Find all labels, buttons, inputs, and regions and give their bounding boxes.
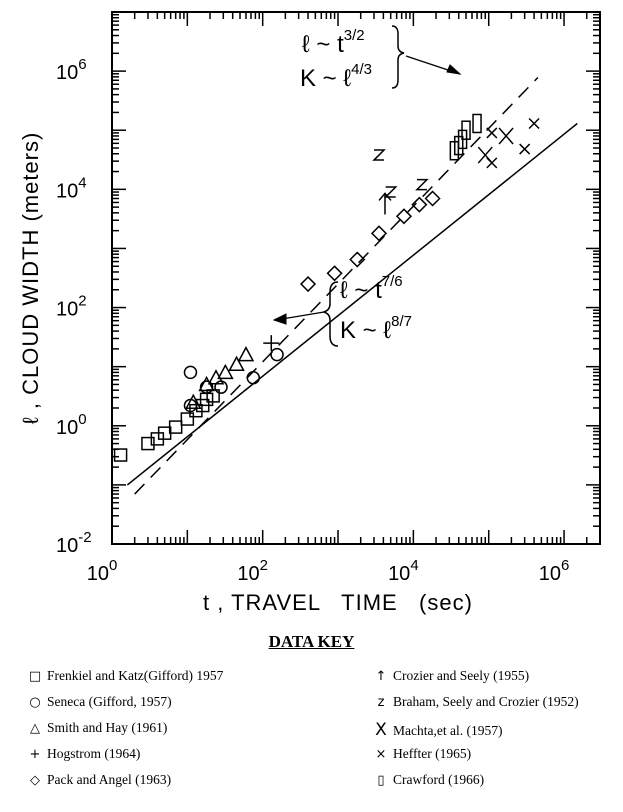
y-tick-label: 100 xyxy=(56,411,87,439)
key-label: Smith and Hay (1961) xyxy=(47,720,168,735)
solid-trend-line xyxy=(126,122,578,486)
tall-rect-point xyxy=(461,120,471,140)
circle-point xyxy=(183,365,198,380)
y-tick-label: 104 xyxy=(56,174,87,202)
key-label: Braham, Seely and Crozier (1952) xyxy=(393,694,579,709)
plot-frame xyxy=(111,11,601,545)
key-item: □ Frenkiel and Katz(Gifford) 1957 xyxy=(26,668,223,684)
x-tick-label: 102 xyxy=(237,557,268,585)
key-label: Frenkiel and Katz(Gifford) 1957 xyxy=(47,668,224,683)
diamond-point xyxy=(411,196,428,213)
big-x-point xyxy=(498,127,514,145)
key-item: ○ Seneca (Gifford, 1957) xyxy=(26,694,172,710)
tall-rect-point xyxy=(453,135,464,156)
solid-law-line2: K ~ ℓ8/7 xyxy=(340,313,412,344)
key-item: × Heffter (1965) xyxy=(372,746,472,762)
diamond-point xyxy=(395,208,413,225)
z-point xyxy=(372,149,386,161)
x-tick-label: 104 xyxy=(388,557,419,585)
key-label: Seneca (Gifford, 1957) xyxy=(47,694,172,709)
circle-point xyxy=(246,370,261,385)
x-point xyxy=(486,127,498,139)
key-label: Crawford (1966) xyxy=(393,772,485,787)
x-point xyxy=(486,157,498,169)
square-point xyxy=(180,412,195,426)
x-point xyxy=(528,117,540,130)
arrow-up-icon: ↑ xyxy=(375,669,387,684)
solid-law-arrowhead xyxy=(272,313,287,325)
dashed-law-line1: ℓ ~ t3/2 xyxy=(302,27,365,58)
x-tick-label: 100 xyxy=(87,557,118,585)
solid-law-line1: ℓ ~ t7/6 xyxy=(340,273,403,304)
triangle-icon: △ xyxy=(30,721,40,736)
key-item: ▯ Crawford (1966) xyxy=(372,772,484,788)
key-title: DATA KEY xyxy=(268,632,355,651)
triangle-point xyxy=(217,363,234,380)
x-tick-label: 106 xyxy=(539,557,570,585)
diamond-point xyxy=(299,275,317,293)
plus-point xyxy=(263,335,280,352)
z-point xyxy=(415,178,429,191)
dashed-law-arrowhead xyxy=(446,64,462,75)
diamond-icon: ◇ xyxy=(30,773,40,788)
key-label: Heffter (1965) xyxy=(393,746,472,761)
y-tick-label: 106 xyxy=(56,56,87,84)
circle-point xyxy=(270,347,284,362)
data-points xyxy=(113,113,540,462)
tall-rect-icon: ▯ xyxy=(377,773,385,788)
triangle-point xyxy=(228,355,245,371)
big-x-icon: X xyxy=(375,720,387,740)
key-item: X Machta,et al. (1957) xyxy=(372,720,502,740)
x-axis-label: t , TRAVEL TIME (sec) xyxy=(203,590,473,615)
circle-icon: ○ xyxy=(29,695,41,710)
y-tick-label: 10-2 xyxy=(56,529,92,557)
annotations: ℓ ~ t3/2K ~ ℓ4/3 ℓ ~ t7/6 K ~ ℓ8/7 xyxy=(272,25,462,347)
key-item: △ Smith and Hay (1961) xyxy=(26,720,167,736)
z-point xyxy=(383,186,398,198)
diamond-point xyxy=(370,225,388,242)
z-icon: z xyxy=(377,695,385,710)
diamond-point xyxy=(424,190,441,207)
plus-icon: + xyxy=(29,747,41,762)
key-label: Machta,et al. (1957) xyxy=(393,723,503,738)
key-label: Hogstrom (1964) xyxy=(47,746,141,761)
triangle-point xyxy=(185,393,202,410)
dashed-law-brace xyxy=(391,25,405,89)
y-axis-label: ℓ , CLOUD WIDTH (meters) xyxy=(18,132,43,425)
key-item: ↑ Crozier and Seely (1955) xyxy=(372,668,530,684)
y-tick-label: 102 xyxy=(56,293,87,321)
key-label: Pack and Angel (1963) xyxy=(47,772,172,787)
diamond-point xyxy=(326,265,343,282)
square-point xyxy=(141,436,155,451)
circle-point xyxy=(214,380,228,394)
key-item: + Hogstrom (1964) xyxy=(26,746,141,762)
diamond-point xyxy=(349,251,366,268)
square-point xyxy=(113,448,128,462)
dashed-trend-line xyxy=(134,76,539,495)
square-icon: □ xyxy=(28,669,42,684)
key-item: ◇ Pack and Angel (1963) xyxy=(26,772,171,788)
square-point xyxy=(168,420,183,434)
key-item: z Braham, Seely and Crozier (1952) xyxy=(372,694,579,710)
key-label: Crozier and Seely (1955) xyxy=(393,668,530,683)
x-icon: × xyxy=(375,747,387,762)
x-point xyxy=(519,143,531,155)
triangle-point xyxy=(237,346,255,362)
trend-lines xyxy=(126,76,578,495)
tall-rect-point xyxy=(472,113,482,134)
dashed-law-line2: K ~ ℓ4/3 xyxy=(300,61,372,92)
